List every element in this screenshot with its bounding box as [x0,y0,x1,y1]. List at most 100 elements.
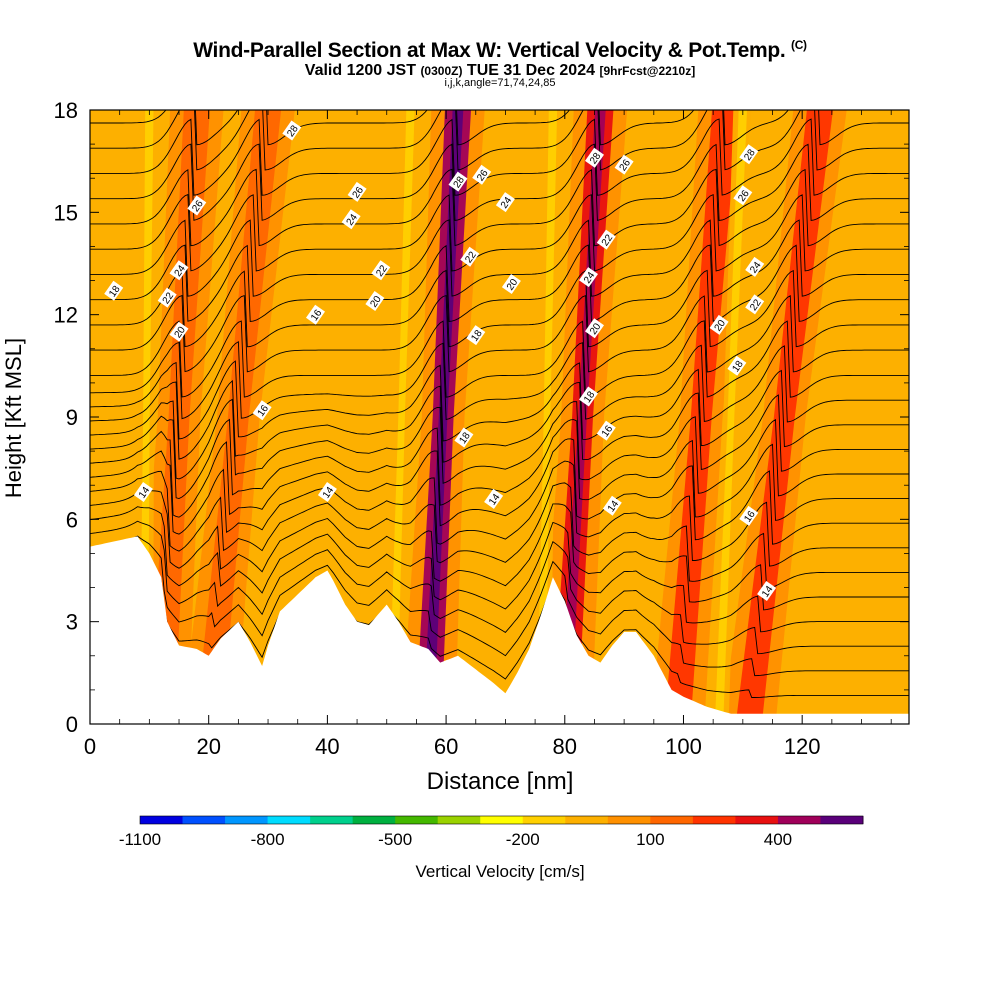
y-tick-label: 15 [54,200,78,225]
contour-label: 18 [104,280,124,301]
isentrope-line [90,193,909,272]
colorbar-swatch [522,816,566,824]
contour-label: 14 [757,581,777,601]
colorbar-tick-label: 400 [764,830,792,849]
chart-title-text: Wind-Parallel Section at Max W: Vertical… [193,39,786,62]
contour-label-bg [578,386,599,407]
updraft-band [148,110,210,724]
contour-label: 24 [341,209,361,230]
isentrope-line [90,415,909,521]
colorbar-swatch [182,816,226,824]
colorbar-tick-label: -500 [378,830,412,849]
isentrope-line [90,430,909,545]
colorbar-swatch [820,816,864,824]
updraft-core [422,110,464,724]
x-tick-label: 40 [315,734,339,759]
contour-label: 20 [169,321,189,342]
x-axis-label: Distance [nm] [426,768,574,795]
contour-label-bg [745,294,765,315]
isentrope-line [90,520,909,655]
contour-label-bg [739,144,759,165]
contour-label: 22 [371,260,391,281]
contour-label-bg [584,147,605,168]
y-tick-label: 6 [66,507,78,532]
contour-label-bg [495,192,515,213]
contour-label-bg [739,505,759,526]
contour-label-bg [596,420,616,441]
contour-label: 18 [454,427,474,448]
downdraft-band [388,110,415,724]
x-tick-label: 60 [434,734,458,759]
subtitle-utc: (0300Z) [420,64,463,78]
subtitle-valid: Valid 1200 JST [304,62,416,79]
contour-label-bg [169,321,189,342]
contour-label: 28 [739,144,759,165]
contour-label: 14 [317,482,337,502]
colorbar-tick-label: -1100 [119,830,161,849]
subtitle-fcst: [9hrFcst@2210z] [599,64,696,78]
contour-label: 26 [472,164,492,185]
isentrope-line [90,110,909,146]
downdraft-band [714,110,747,724]
isentrope-line [90,360,909,448]
colorbar-swatch [692,816,736,824]
contour-label: 28 [448,171,468,192]
contour-label: 16 [305,304,326,325]
x-tick-label: 100 [665,734,702,759]
contour-label: 20 [501,274,521,294]
colorbar-swatch [310,816,354,824]
contour-label: 18 [727,355,747,376]
contour-label-bg [578,267,599,288]
isentrope-line [90,143,909,222]
contour-label-bg [454,427,474,448]
colorbar-swatch [225,816,269,824]
colorbar-swatch [650,816,694,824]
isentrope-line [90,168,909,247]
colorbar: -1100 -800 -500 -200 100 400 [119,815,864,849]
contour-label: 24 [169,260,189,281]
updraft-band [664,110,739,724]
colorbar-swatch [735,816,779,824]
chart-title: Wind-Parallel Section at Max W: Vertical… [0,38,1000,63]
x-tick-label: 80 [553,734,577,759]
contour-label-bg [501,274,521,294]
colorbar-swatch [777,816,821,824]
y-tick-label: 3 [66,610,78,635]
contour-label: 14 [133,482,153,502]
isentrope-line [90,490,909,611]
contour-label-bg [460,246,480,267]
colorbar-swatch [267,816,311,824]
contour-label: 18 [578,386,599,407]
x-axis: 0 20 40 60 80 100 120 [84,110,892,759]
contour-label: 26 [187,195,207,216]
y-tick-label: 0 [66,712,78,737]
colorbar-swatch [140,816,184,824]
contour-label-bg [448,171,468,192]
chart-indices: i,j,k,angle=71,74,24,85 [444,77,556,89]
x-tick-label: 20 [196,734,220,759]
contour-label-bg [317,482,337,502]
colorbar-label: Vertical Velocity [cm/s] [415,862,585,881]
contour-label-bg [282,120,302,141]
y-axis: 0 3 6 9 12 15 18 [54,98,909,737]
contour-label-bg [187,195,207,216]
colorbar-frame [139,815,864,825]
contour-label: 28 [282,120,302,141]
contour-label-bg [596,229,616,250]
theta-contours [90,110,909,698]
contour-label: 22 [157,287,177,308]
contour-label: 14 [602,495,622,516]
isentrope-line [90,450,909,567]
contour-label: 20 [365,291,385,311]
updraft-band [195,110,282,724]
chart-subtitle: Valid 1200 JST (0300Z) TUE 31 Dec 2024 [… [0,62,1000,80]
y-tick-label: 18 [54,98,78,123]
contour-label: 18 [466,325,486,346]
colorbar-swatch [565,816,609,824]
contour-label: 22 [745,294,765,315]
contour-label-bg [727,355,747,376]
y-tick-label: 9 [66,405,78,430]
